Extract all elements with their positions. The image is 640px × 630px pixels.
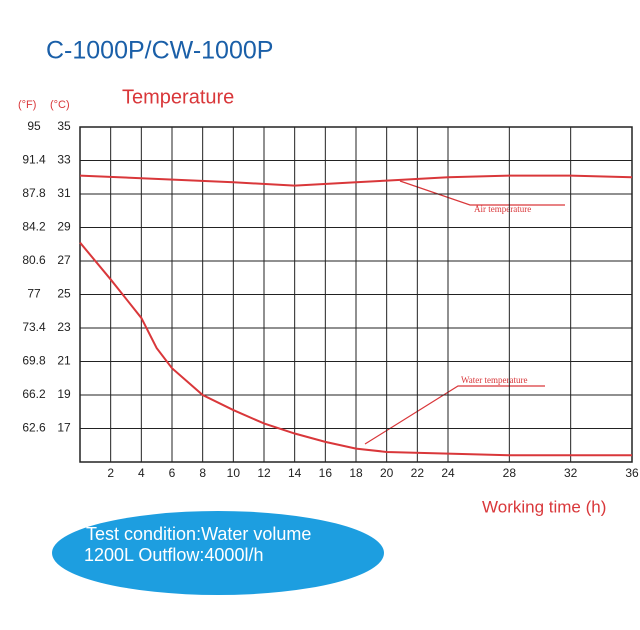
leader-line bbox=[364, 385, 545, 445]
y2-tick-label: 91.4 bbox=[22, 153, 46, 167]
y-tick-label: 19 bbox=[57, 387, 71, 401]
data-line bbox=[79, 174, 633, 187]
x-tick-label: 8 bbox=[199, 466, 206, 480]
y2-tick-label: 66.2 bbox=[22, 387, 46, 401]
annotation: Water temperature bbox=[461, 375, 528, 385]
y2-tick-label: 84.2 bbox=[22, 220, 46, 234]
x-tick-label: 18 bbox=[349, 466, 363, 480]
y2-tick-label: 80.6 bbox=[22, 253, 46, 267]
x-tick-label: 28 bbox=[503, 466, 517, 480]
note-ellipse bbox=[52, 511, 384, 595]
y2-tick-label: 69.8 bbox=[22, 354, 46, 368]
annotation: Air temperature bbox=[474, 204, 531, 214]
x-tick-label: 20 bbox=[380, 466, 394, 480]
note-line: 1200L Outflow:4000l/h bbox=[84, 545, 263, 565]
x-tick-label: 24 bbox=[441, 466, 455, 480]
y-tick-label: 21 bbox=[57, 354, 71, 368]
x-tick-label: 6 bbox=[169, 466, 176, 480]
y2-tick-label: 95 bbox=[27, 119, 41, 133]
y-tick-label: 25 bbox=[57, 287, 71, 301]
y2-tick-label: 77 bbox=[27, 287, 41, 301]
y2-tick-label: 87.8 bbox=[22, 186, 46, 200]
x-tick-label: 10 bbox=[227, 466, 241, 480]
y2-tick-label: 73.4 bbox=[22, 320, 46, 334]
leader-line bbox=[399, 180, 565, 206]
x-tick-label: 32 bbox=[564, 466, 578, 480]
y-tick-label: 31 bbox=[57, 186, 71, 200]
chart-subtitle: Temperature bbox=[122, 86, 234, 108]
data-line bbox=[79, 241, 632, 457]
note-line: Test condition:Water volume bbox=[86, 524, 311, 544]
x-tick-label: 12 bbox=[257, 466, 271, 480]
y2-axis-label: (°F) bbox=[18, 99, 36, 111]
y-tick-label: 27 bbox=[57, 253, 71, 267]
y-tick-label: 29 bbox=[57, 220, 71, 234]
y-tick-label: 23 bbox=[57, 320, 71, 334]
x-tick-label: 36 bbox=[625, 466, 639, 480]
x-axis-label: Working time (h) bbox=[482, 497, 606, 516]
x-tick-label: 4 bbox=[138, 466, 145, 480]
y-axis-label: (°C) bbox=[50, 99, 70, 111]
x-tick-label: 14 bbox=[288, 466, 302, 480]
y-tick-label: 33 bbox=[57, 153, 71, 167]
x-tick-label: 16 bbox=[319, 466, 333, 480]
y2-tick-label: 62.6 bbox=[22, 421, 46, 435]
chart-title: C-1000P/CW-1000P bbox=[46, 37, 273, 65]
y-tick-label: 17 bbox=[57, 421, 71, 435]
y-tick-label: 35 bbox=[57, 119, 71, 133]
x-tick-label: 2 bbox=[107, 466, 114, 480]
x-tick-label: 22 bbox=[411, 466, 425, 480]
